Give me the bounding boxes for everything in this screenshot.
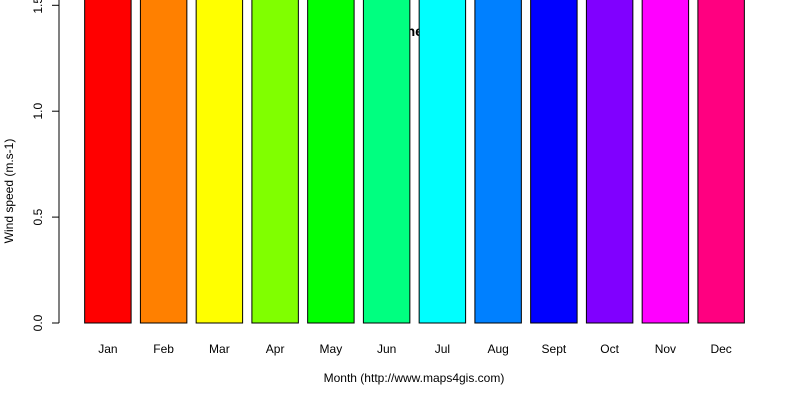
x-tick-label-nov: Nov <box>655 342 676 356</box>
y-tick-label: 0.5 <box>31 208 45 225</box>
x-tick-label-apr: Apr <box>266 342 285 356</box>
x-tick-label-may: May <box>320 342 343 356</box>
bar-oct <box>585 0 634 324</box>
bar-feb <box>139 0 188 324</box>
y-axis-ticks: 0.00.51.01.52.0 <box>31 0 59 331</box>
bar-aug <box>474 0 522 324</box>
x-tick-label-oct: Oct <box>600 342 619 356</box>
y-tick-label: 0.0 <box>31 314 45 331</box>
y-tick-label: 1.5 <box>31 0 45 14</box>
x-axis-label: Month (http://www.maps4gis.com) <box>324 371 505 385</box>
x-tick-label-jun: Jun <box>377 342 396 356</box>
bar-apr <box>251 0 299 324</box>
bar-sept <box>530 0 578 324</box>
bar-mar <box>195 0 244 324</box>
x-tick-label-feb: Feb <box>153 342 174 356</box>
x-tick-label-dec: Dec <box>710 342 731 356</box>
bar-jul <box>418 0 467 324</box>
x-tick-label-jul: Jul <box>435 342 450 356</box>
y-tick-label: 1.0 <box>31 103 45 120</box>
x-axis-tick-labels: Jan Feb Mar Apr May Jun Jul Aug Sept Oct Nov Dec <box>98 342 732 356</box>
bar-nov <box>641 0 690 324</box>
y-axis-label: Wind speed (m.s-1) <box>2 139 16 244</box>
x-tick-label-aug: Aug <box>487 342 508 356</box>
bar-may <box>307 0 355 324</box>
bars-group <box>84 0 745 324</box>
x-tick-label-sept: Sept <box>542 342 567 356</box>
x-tick-label-mar: Mar <box>209 342 230 356</box>
bar-dec <box>697 0 745 324</box>
bar-jun <box>362 0 411 324</box>
bar-jan <box>84 0 132 324</box>
x-tick-label-jan: Jan <box>98 342 117 356</box>
